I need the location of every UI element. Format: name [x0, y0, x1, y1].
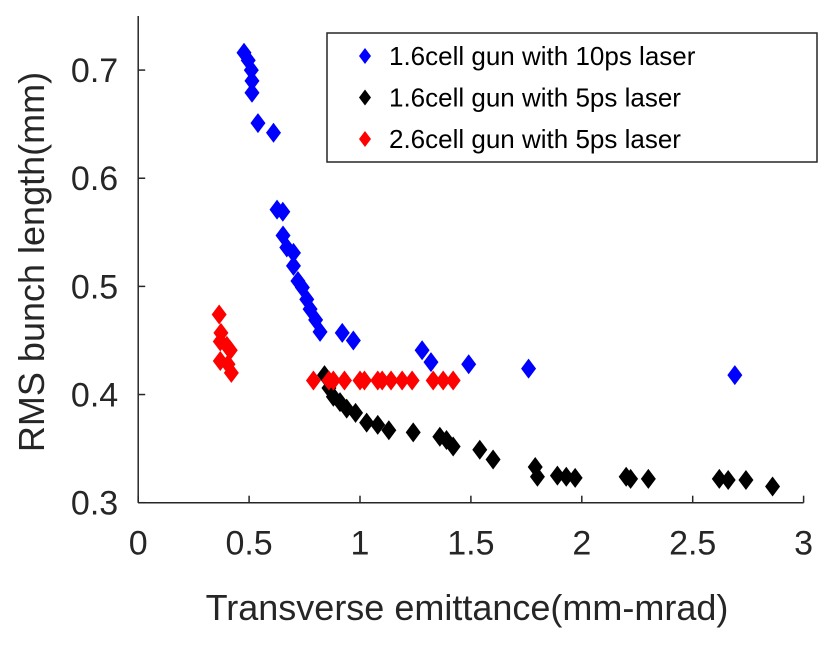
legend-entry: 1.6cell gun with 5ps laser: [389, 83, 681, 113]
data-point: [312, 321, 328, 342]
data-point: [623, 468, 639, 489]
data-point: [765, 476, 781, 497]
x-tick-label: 2: [572, 525, 591, 563]
data-point: [394, 370, 410, 391]
data-point: [435, 370, 451, 391]
data-point: [223, 362, 239, 383]
data-point: [558, 466, 574, 487]
data-point: [305, 370, 321, 391]
x-tick-label: 2.5: [669, 525, 716, 563]
data-point: [244, 70, 260, 91]
data-point: [356, 370, 372, 391]
y-tick-label: 0.6: [71, 160, 118, 198]
y-axis-label: RMS bunch length(mm): [11, 72, 52, 452]
data-point: [549, 465, 565, 486]
x-axis-label: Transverse emittance(mm-mrad): [206, 587, 729, 628]
data-point: [374, 370, 390, 391]
series-1: [236, 42, 743, 386]
data-point: [336, 370, 352, 391]
y-tick-label: 0.4: [71, 377, 118, 415]
data-point: [445, 436, 461, 457]
data-point: [720, 469, 736, 490]
data-point: [404, 370, 420, 391]
data-point: [711, 468, 727, 489]
data-point: [211, 304, 227, 325]
data-point: [285, 255, 301, 276]
data-points: [211, 42, 781, 497]
data-point: [285, 242, 301, 263]
legend-entry: 1.6cell gun with 10ps laser: [389, 41, 696, 71]
series-3: [211, 304, 461, 391]
axes: 0 0.5 1 1.5 2 2.5 3 0.3 0.4 0.5 0.6 0.7: [71, 16, 813, 563]
x-tick-label: 3: [794, 525, 813, 563]
data-point: [370, 414, 386, 435]
data-point: [275, 201, 291, 222]
data-point: [567, 467, 583, 488]
data-point: [529, 466, 545, 487]
data-point: [381, 420, 397, 441]
data-point: [240, 50, 256, 71]
data-point: [738, 469, 754, 490]
data-point: [727, 365, 743, 386]
legend-marker: [359, 48, 371, 64]
data-point: [345, 330, 361, 351]
data-point: [640, 468, 656, 489]
data-point: [265, 122, 281, 143]
legend-box: [326, 32, 818, 163]
data-point: [472, 439, 488, 460]
data-point: [425, 370, 441, 391]
data-point: [250, 113, 266, 134]
data-point: [461, 354, 477, 375]
y-tick-label: 0.3: [71, 485, 118, 523]
series-2: [317, 365, 781, 497]
y-tick-label: 0.5: [71, 268, 118, 306]
legend: 1.6cell gun with 10ps laser 1.6cell gun w…: [326, 32, 818, 163]
y-tick-label: 0.7: [71, 52, 118, 90]
data-point: [521, 358, 537, 379]
data-point: [334, 322, 350, 343]
data-point: [445, 370, 461, 391]
data-point: [222, 340, 238, 361]
data-point: [325, 370, 341, 391]
legend-marker: [359, 131, 371, 147]
data-point: [405, 422, 421, 443]
data-point: [383, 370, 399, 391]
data-point: [485, 449, 501, 470]
data-point: [423, 352, 439, 373]
data-point: [414, 340, 430, 361]
legend-marker: [359, 89, 371, 106]
x-tick-label: 0.5: [225, 525, 272, 563]
legend-entry: 2.6cell gun with 5ps laser: [389, 124, 681, 154]
data-point: [359, 412, 375, 433]
x-tick-label: 0: [129, 525, 148, 563]
data-point: [348, 402, 364, 423]
x-tick-label: 1.5: [447, 525, 494, 563]
data-point: [244, 82, 260, 103]
x-tick-label: 1: [351, 525, 370, 563]
